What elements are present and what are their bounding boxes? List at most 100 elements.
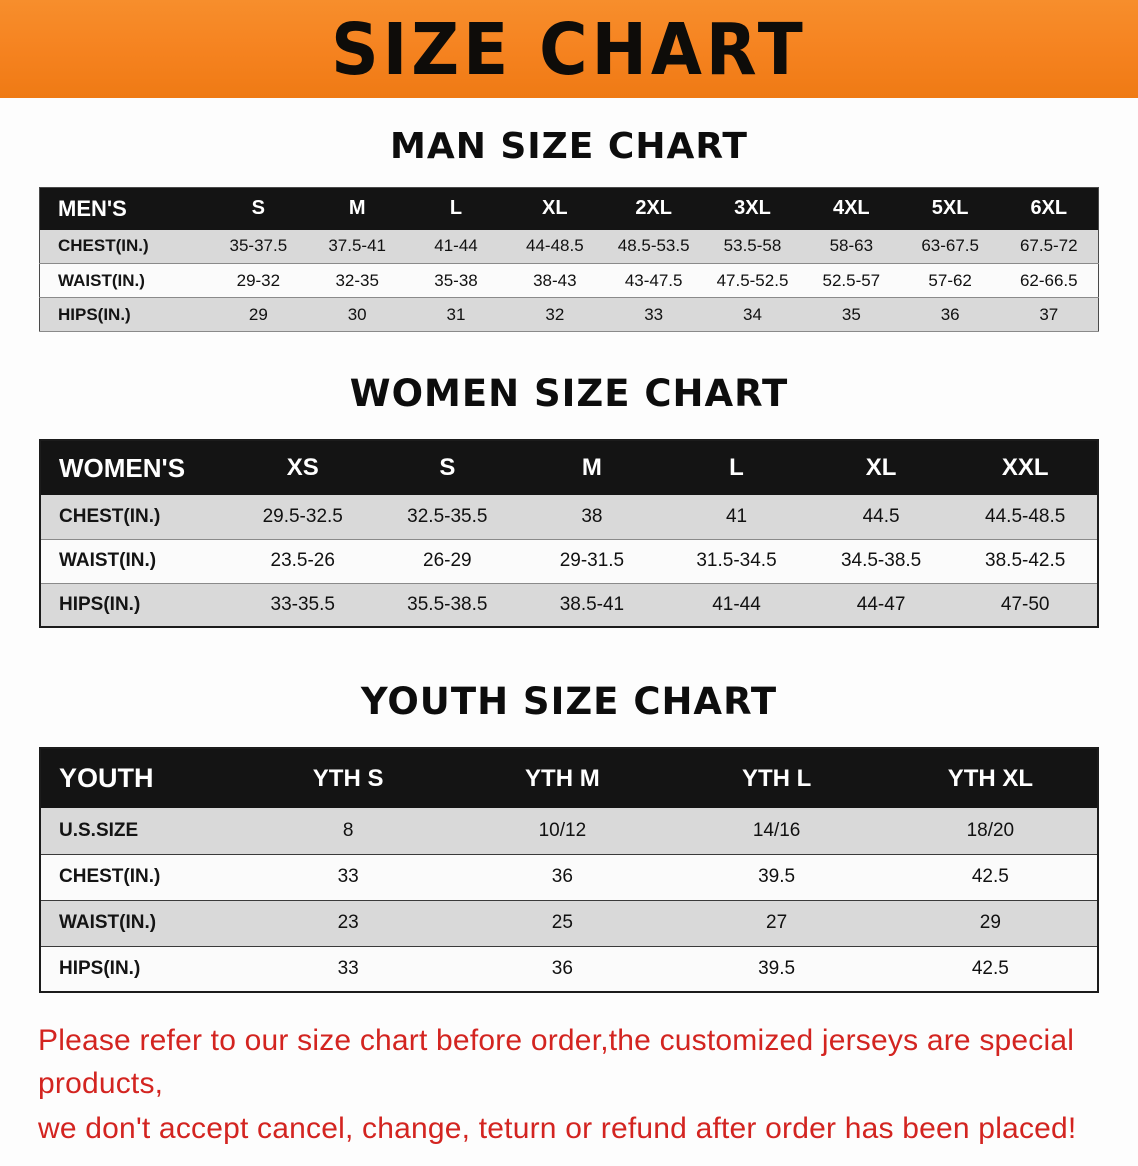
size-value-cell: 26-29 bbox=[423, 550, 472, 571]
size-value-cell: 27 bbox=[766, 912, 788, 933]
women-chart-heading: WOMEN SIZE CHART bbox=[349, 372, 789, 415]
size-value-cell: 47-50 bbox=[1000, 593, 1050, 615]
size-value-cell: 23 bbox=[337, 912, 359, 933]
row-label: WAIST(IN.) bbox=[59, 550, 157, 571]
size-value-cell: 38.5-41 bbox=[559, 593, 625, 615]
size-value-cell: 41-44 bbox=[712, 593, 761, 615]
table-title-cell: WOMEN'S bbox=[40, 440, 231, 495]
size-value-cell: 32 bbox=[545, 304, 565, 324]
size-value-cell: 67.5-72 bbox=[1019, 236, 1078, 256]
table-title-cell: MEN'S bbox=[39, 187, 209, 230]
size-value-cell: 33 bbox=[337, 866, 359, 887]
size-value-cell: 29 bbox=[248, 304, 268, 324]
size-value-cell: 14/16 bbox=[752, 819, 801, 841]
row-label: CHEST(IN.) bbox=[58, 236, 149, 256]
size-value-cell: 25 bbox=[551, 912, 573, 933]
size-value-cell: 39.5 bbox=[758, 957, 796, 979]
youth-size-chart-section: YOUTH SIZE CHART YOUTH YTH S YTH M YTH L YTH… bbox=[0, 628, 1138, 993]
size-value-cell: 41 bbox=[725, 505, 748, 527]
size-column-header: S bbox=[375, 440, 520, 495]
size-column-header: L bbox=[406, 187, 506, 230]
size-value-cell: 34.5-38.5 bbox=[840, 550, 922, 571]
size-column-header: YTH M bbox=[455, 748, 670, 808]
size-value-cell: 48.5-53.5 bbox=[617, 236, 690, 256]
man-chart-heading: MAN SIZE CHART bbox=[390, 126, 748, 167]
disclaimer-line-2: we don't accept cancel, change, teturn o… bbox=[38, 1112, 1077, 1145]
row-label: HIPS(IN.) bbox=[59, 593, 141, 615]
size-value-cell: 32.5-35.5 bbox=[407, 505, 488, 527]
size-value-cell: 29-32 bbox=[236, 270, 281, 290]
table-row: WAIST(IN.) 23 25 27 29 bbox=[40, 900, 1098, 946]
banner: SIZE CHART bbox=[0, 0, 1138, 98]
size-value-cell: 44-47 bbox=[856, 593, 906, 615]
size-value-cell: 44.5-48.5 bbox=[985, 505, 1066, 527]
size-value-cell: 35-38 bbox=[434, 270, 478, 290]
row-label: CHEST(IN.) bbox=[59, 505, 161, 527]
size-value-cell: 44.5 bbox=[862, 505, 900, 527]
size-value-cell: 38 bbox=[581, 505, 603, 527]
size-column-header: 5XL bbox=[900, 187, 1000, 230]
size-value-cell: 35-37.5 bbox=[229, 236, 288, 256]
size-value-cell: 52.5-57 bbox=[822, 270, 881, 290]
size-column-header: 3XL bbox=[703, 187, 802, 230]
size-value-cell: 47.5-52.5 bbox=[716, 270, 789, 290]
size-value-cell: 53.5-58 bbox=[723, 236, 782, 256]
size-value-cell: 42.5 bbox=[971, 957, 1009, 979]
size-value-cell: 62-66.5 bbox=[1019, 270, 1078, 290]
table-row: HIPS(IN.) 29 30 31 32 33 34 35 36 37 bbox=[39, 297, 1099, 332]
table-row: HIPS(IN.) 33-35.5 35.5-38.5 38.5-41 41-44 44-… bbox=[40, 583, 1098, 627]
youth-size-table: YOUTH YTH S YTH M YTH L YTH XL U.S.SIZE 8 10/12… bbox=[39, 747, 1099, 993]
size-column-header: L bbox=[664, 440, 809, 495]
size-value-cell: 35 bbox=[841, 304, 861, 324]
size-value-cell: 44-48.5 bbox=[526, 236, 584, 256]
size-value-cell: 38-43 bbox=[533, 270, 577, 290]
disclaimer-line-1: Please refer to our size chart before or… bbox=[38, 1024, 1075, 1100]
size-column-header: YTH L bbox=[669, 748, 884, 808]
size-value-cell: 41-44 bbox=[434, 236, 478, 256]
size-value-cell: 37.5-41 bbox=[328, 236, 387, 256]
size-value-cell: 58-63 bbox=[829, 236, 874, 256]
size-column-header: S bbox=[208, 187, 308, 230]
size-value-cell: 18/20 bbox=[966, 819, 1015, 841]
table-row: WAIST(IN.) 23.5-26 26-29 29-31.5 31.5-34.5 34… bbox=[40, 539, 1098, 583]
size-value-cell: 23.5-26 bbox=[270, 550, 335, 571]
size-value-cell: 30 bbox=[347, 304, 367, 324]
row-label: CHEST(IN.) bbox=[59, 866, 161, 887]
size-column-header: M bbox=[519, 440, 665, 495]
row-label: WAIST(IN.) bbox=[58, 270, 145, 290]
table-header-row: MEN'S S M L XL 2XL 3XL 4XL 5XL 6XL bbox=[39, 187, 1099, 230]
women-size-chart-section: WOMEN SIZE CHART WOMEN'S XS S M L XL XXL CHEST(… bbox=[0, 332, 1138, 628]
size-value-cell: 63-67.5 bbox=[921, 236, 979, 256]
size-value-cell: 36 bbox=[551, 866, 573, 887]
size-value-cell: 33 bbox=[337, 957, 359, 979]
size-column-header: 4XL bbox=[801, 187, 901, 230]
row-label: WAIST(IN.) bbox=[59, 912, 157, 933]
size-column-header: YTH XL bbox=[883, 748, 1098, 808]
size-column-header: XS bbox=[230, 440, 376, 495]
row-label: HIPS(IN.) bbox=[58, 304, 131, 324]
size-value-cell: 43-47.5 bbox=[624, 270, 683, 290]
size-column-header: YTH S bbox=[241, 748, 456, 808]
size-value-cell: 38.5-42.5 bbox=[985, 550, 1066, 571]
table-header-row: YOUTH YTH S YTH M YTH L YTH XL bbox=[40, 748, 1098, 808]
table-row: CHEST(IN.) 35-37.5 37.5-41 41-44 44-48.5 48.5… bbox=[39, 229, 1099, 264]
size-value-cell: 8 bbox=[342, 819, 354, 841]
size-value-cell: 29 bbox=[979, 912, 1001, 933]
size-value-cell: 31.5-34.5 bbox=[696, 550, 777, 571]
size-value-cell: 29-31.5 bbox=[559, 550, 625, 571]
table-row: HIPS(IN.) 33 36 39.5 42.5 bbox=[40, 946, 1098, 992]
size-value-cell: 32-35 bbox=[335, 270, 379, 290]
size-column-header: XL bbox=[808, 440, 954, 495]
size-column-header: M bbox=[307, 187, 407, 230]
size-column-header: XXL bbox=[953, 440, 1098, 495]
women-size-table: WOMEN'S XS S M L XL XXL CHEST(IN.) 29.5-32.5 32.5… bbox=[39, 439, 1099, 628]
row-label: U.S.SIZE bbox=[59, 819, 139, 841]
size-value-cell: 33 bbox=[644, 304, 664, 324]
order-disclaimer: Please refer to our size chart before or… bbox=[0, 1019, 1138, 1166]
size-value-cell: 10/12 bbox=[538, 819, 587, 841]
size-value-cell: 37 bbox=[1039, 304, 1059, 324]
men-size-table: MEN'S S M L XL 2XL 3XL 4XL 5XL 6XL CHEST(IN.) 35-37… bbox=[39, 187, 1099, 332]
size-value-cell: 34 bbox=[743, 304, 762, 324]
size-value-cell: 33-35.5 bbox=[270, 593, 335, 615]
